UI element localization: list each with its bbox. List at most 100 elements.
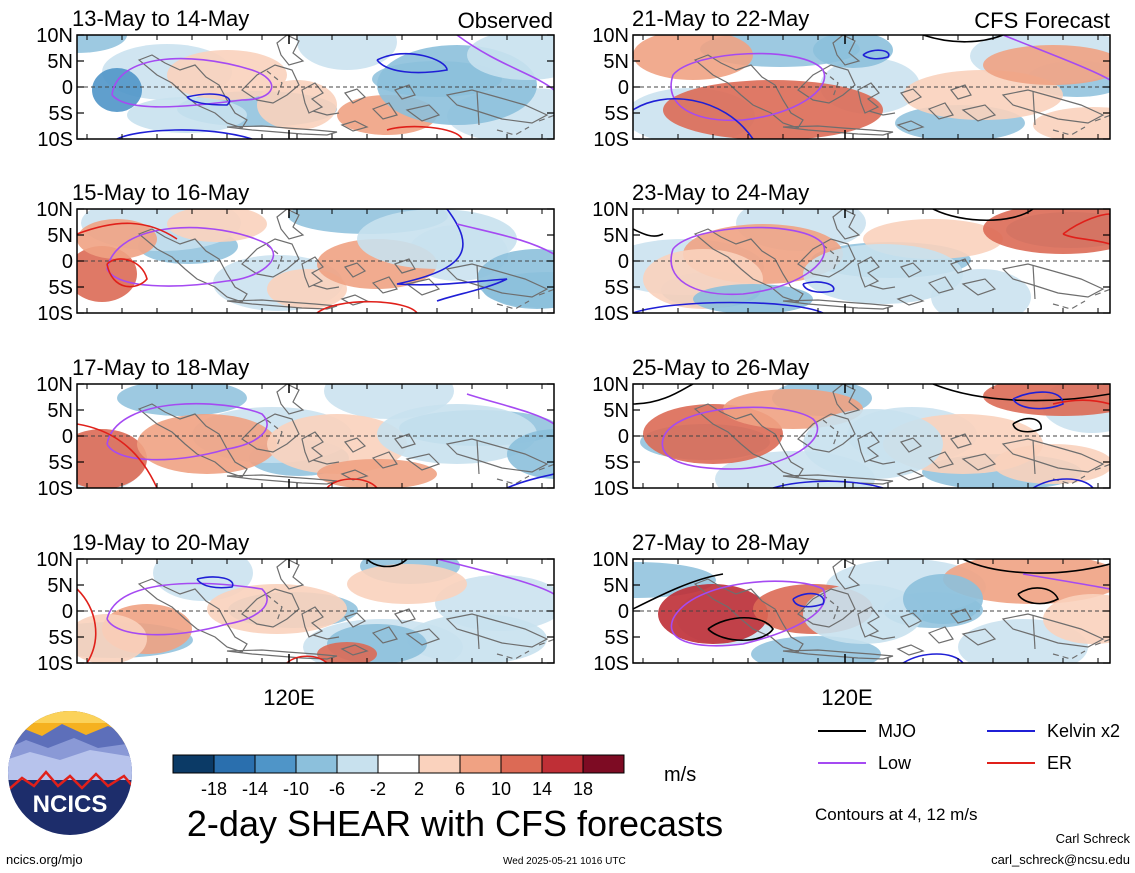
ytick-label: 0: [618, 601, 629, 623]
ytick-label: 5S: [605, 627, 629, 649]
contour-line: [196, 576, 234, 589]
contour-line: [106, 226, 275, 287]
shear-shading: [693, 284, 813, 313]
contour-line: [902, 653, 964, 663]
contour-line: [1012, 391, 1064, 410]
contour-line: [106, 402, 268, 461]
contour-line: [326, 478, 378, 488]
panel-title-4: 19-May to 20-May: [72, 530, 249, 555]
ytick-label: 10S: [593, 478, 629, 500]
contour-line: [111, 57, 273, 108]
colorbar-unit: m/s: [664, 764, 696, 786]
colorbar-swatch: [254, 754, 297, 774]
ytick-label: 0: [62, 426, 73, 448]
colorbar-label: 10: [491, 779, 511, 799]
shear-shading: [77, 614, 147, 663]
colorbar-swatch: [295, 754, 338, 774]
ytick-label: 10N: [36, 25, 73, 47]
contour-line: [922, 35, 1004, 43]
contour-line: [376, 52, 448, 74]
shear-shading: [77, 429, 147, 488]
ncics-logo: NCICS: [8, 711, 132, 835]
panel-title-1: 13-May to 14-May: [72, 6, 249, 31]
contour-line: [466, 393, 554, 425]
panel-title-7: 25-May to 26-May: [632, 355, 809, 380]
shear-shading: [803, 584, 923, 644]
panel-title-3: 17-May to 18-May: [72, 355, 249, 380]
contour-line: [802, 281, 835, 293]
forecast-label: CFS Forecast: [974, 8, 1110, 33]
shear-shading: [317, 459, 437, 488]
ytick-label: 10S: [593, 129, 629, 151]
contour-line: [633, 301, 824, 313]
colorbar-label: 6: [455, 779, 465, 799]
map-panel-7: 10N 5N 0 5S 10S: [592, 374, 1111, 500]
map-panel-4: 10N 5N 0 5S 10S: [36, 549, 555, 675]
shear-shading: [357, 209, 517, 269]
ytick-label: 10S: [593, 303, 629, 325]
legend-entry: Kelvin x2: [987, 721, 1120, 741]
shear-shading: [633, 35, 753, 80]
ytick-label: 5N: [47, 51, 73, 73]
colorbar-swatch: [459, 754, 502, 774]
footer-timestamp: Wed 2025-05-21 1016 UTC: [503, 856, 626, 867]
contour-line: [633, 384, 694, 405]
xtick-label-right: 120E: [821, 685, 872, 710]
ytick-label: 10S: [37, 129, 73, 151]
ytick-label: 10N: [36, 374, 73, 396]
contour-line: [633, 98, 754, 139]
contour-line: [670, 226, 826, 296]
contour-line: [456, 35, 554, 91]
contour-line: [396, 209, 508, 302]
ytick-label: 10S: [593, 653, 629, 675]
contour-line: [316, 300, 418, 313]
footer-url: ncics.org/mjo: [6, 852, 83, 867]
shear-shading: [467, 35, 554, 80]
ytick-label: 5S: [605, 452, 629, 474]
contour-line: [386, 125, 463, 139]
contour-line: [106, 258, 148, 288]
contour-line: [77, 588, 97, 663]
colorbar-label: -18: [201, 779, 227, 799]
shear-shading: [92, 68, 142, 112]
ytick-label: 10S: [37, 478, 73, 500]
map-panel-5: 10N 5N 0 5S 10S: [592, 25, 1111, 151]
shear-negative-shading: [153, 559, 253, 601]
logo-text: NCICS: [33, 791, 108, 818]
contour-line: [932, 209, 1034, 221]
colorbar-label: -2: [370, 779, 386, 799]
ytick-label: 5S: [49, 103, 73, 125]
ytick-label: 0: [618, 77, 629, 99]
shear-shading: [267, 414, 407, 474]
shear-shading: [407, 614, 547, 663]
contour-line: [707, 617, 774, 641]
shear-shading: [257, 80, 337, 130]
ytick-label: 10N: [592, 374, 629, 396]
ytick-label: 5S: [605, 103, 629, 125]
legend-entry: Low: [818, 753, 912, 773]
shear-shading: [77, 219, 157, 259]
shear-shading: [77, 246, 137, 302]
shear-shading: [993, 444, 1110, 484]
colorbar-label: 2: [414, 779, 424, 799]
ytick-label: 10S: [37, 653, 73, 675]
colorbar-swatch: [418, 754, 461, 774]
colorbar-swatch: [172, 754, 215, 774]
ytick-label: 0: [62, 601, 73, 623]
ytick-label: 10S: [37, 303, 73, 325]
ytick-label: 5S: [49, 627, 73, 649]
shear-negative-shading: [297, 35, 397, 70]
shear-shading: [207, 584, 347, 634]
contour-line: [932, 384, 1110, 402]
contour-line: [1052, 399, 1110, 405]
ytick-label: 0: [618, 426, 629, 448]
panel-title-5: 21-May to 22-May: [632, 6, 809, 31]
panel-title-2: 15-May to 16-May: [72, 180, 249, 205]
shear-shading: [267, 269, 347, 309]
contour-line: [186, 93, 231, 106]
contour-line: [77, 222, 178, 240]
ytick-label: 0: [618, 251, 629, 273]
legend-label: Kelvin x2: [1047, 721, 1120, 741]
ytick-label: 5N: [603, 575, 629, 597]
contours-note: Contours at 4, 12 m/s: [815, 805, 978, 824]
